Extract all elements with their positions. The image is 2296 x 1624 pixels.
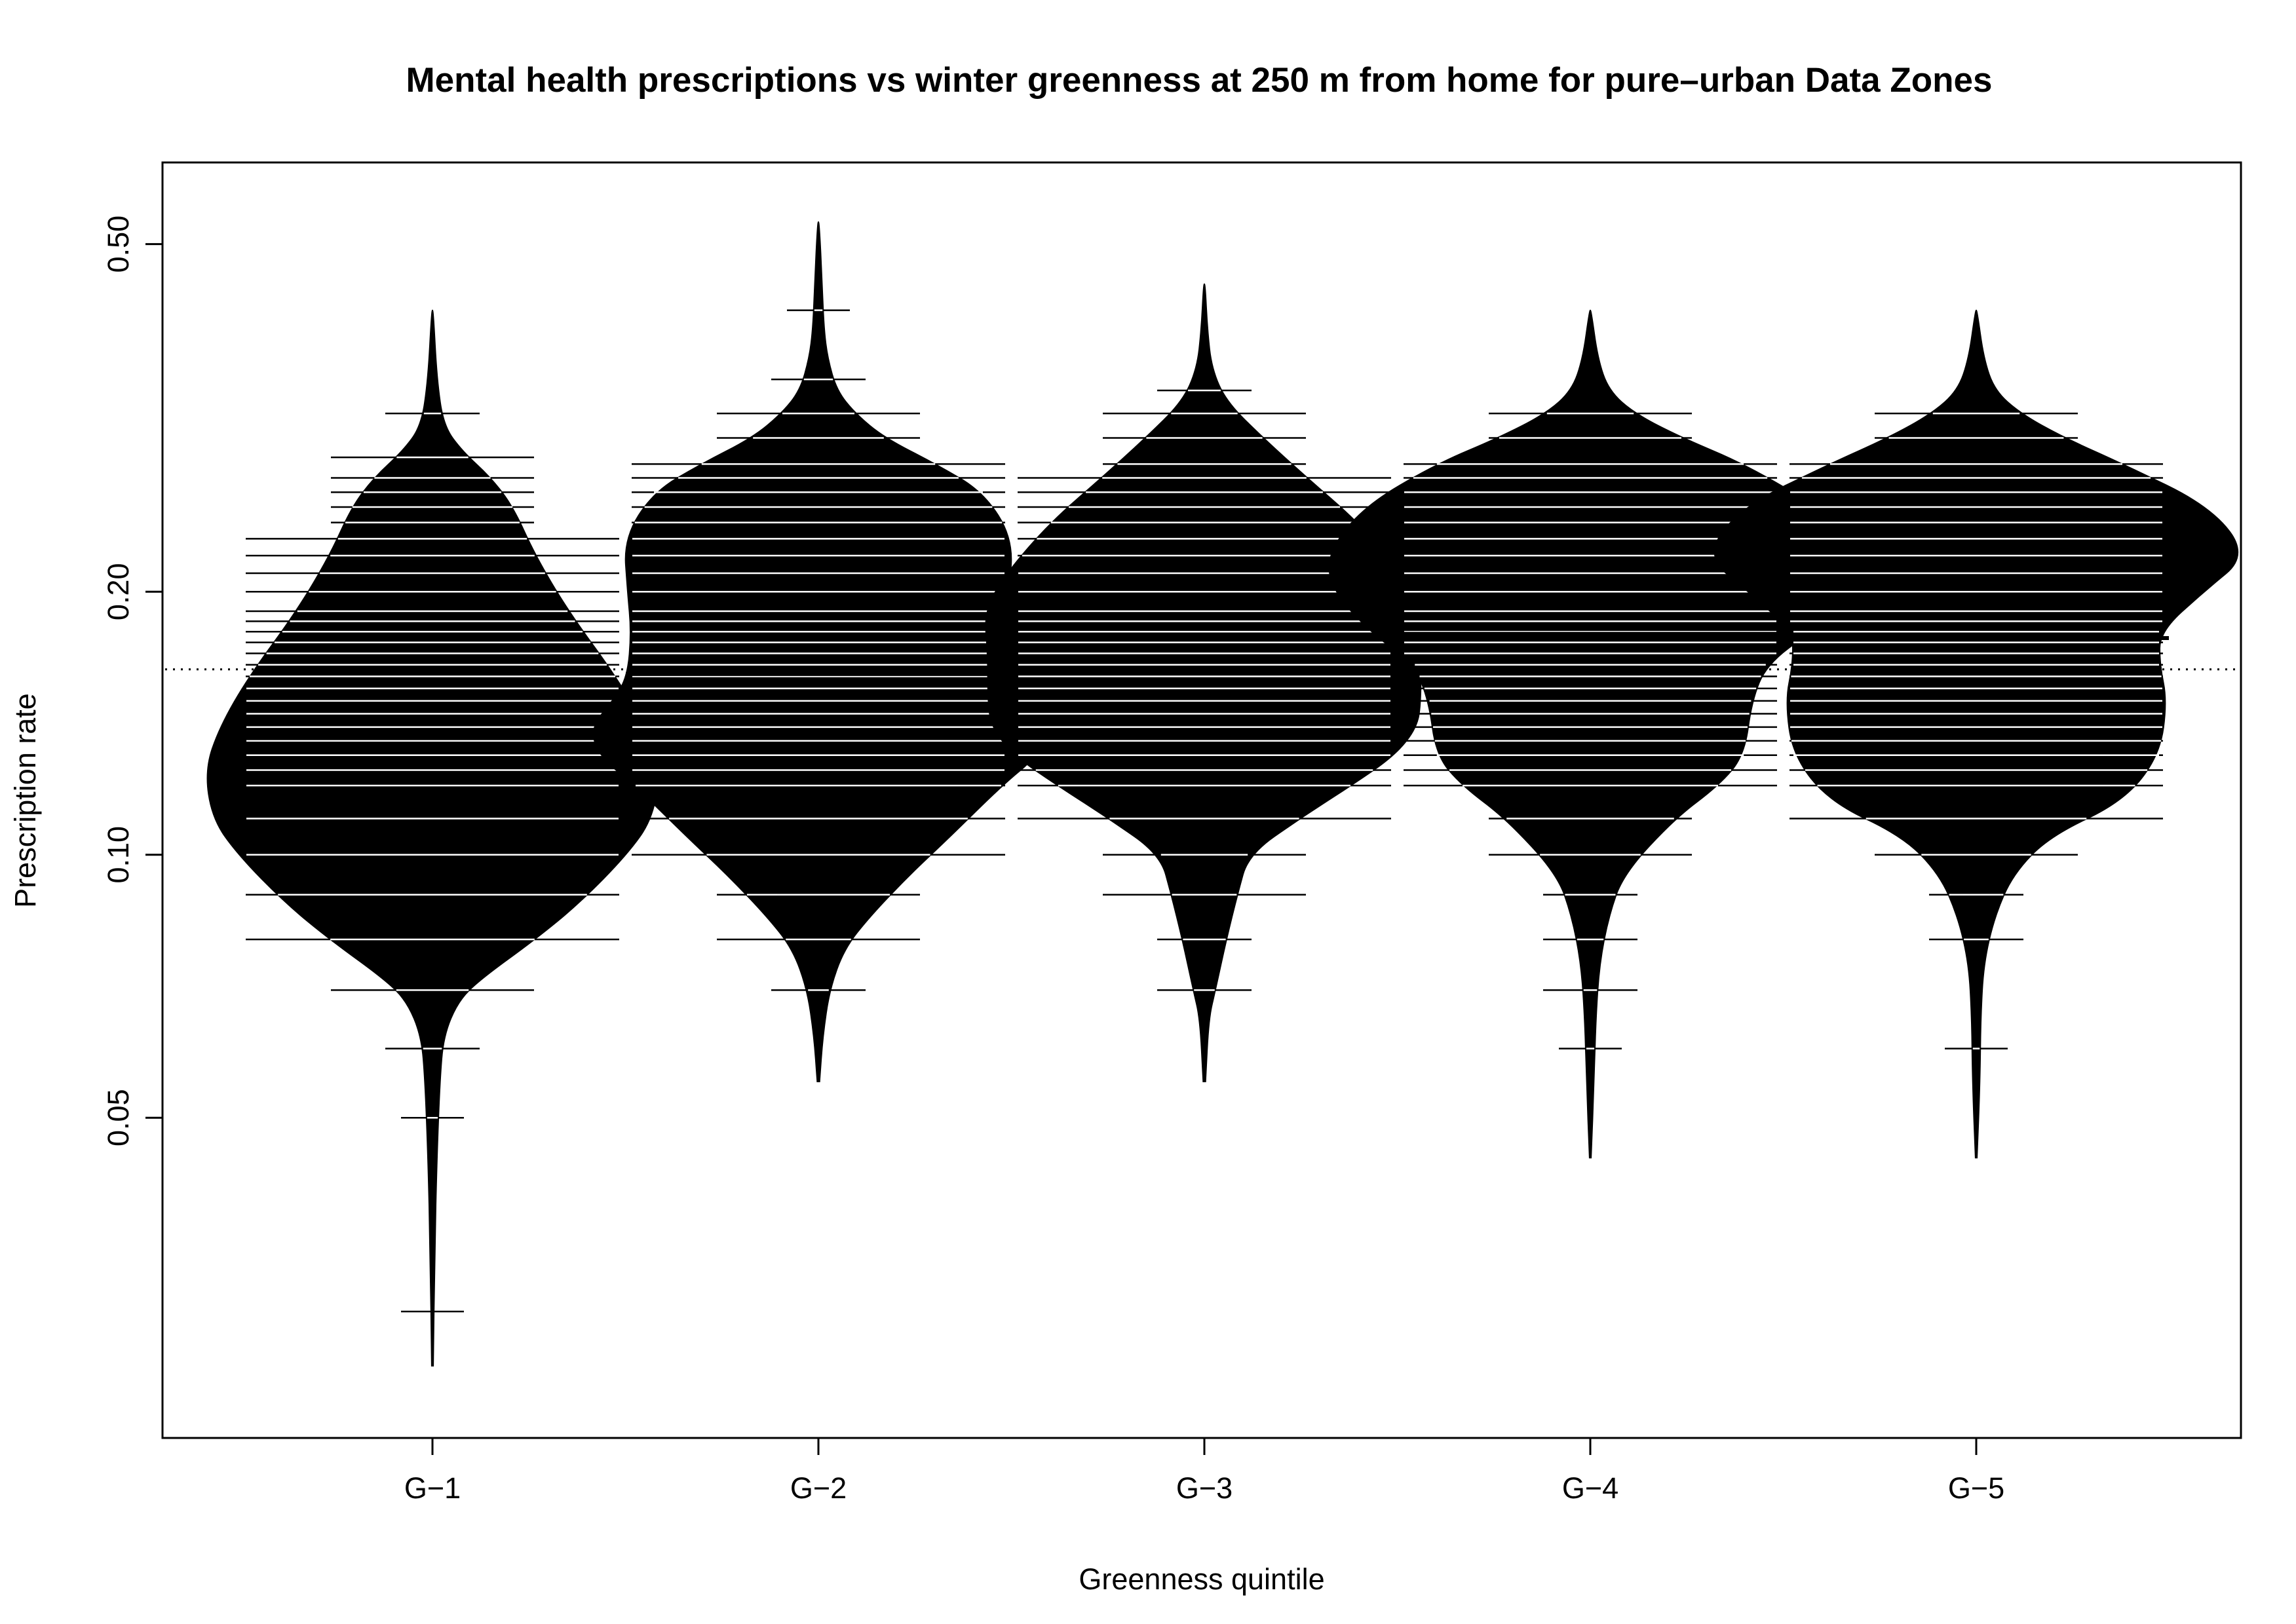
chart-title: Mental health prescriptions vs winter gr… <box>406 61 1993 100</box>
x-axis: G−1 G−2 G−3 G−4 G−5 <box>404 1438 2004 1505</box>
y-tick-label: 0.50 <box>102 216 135 273</box>
bean-5 <box>1714 309 2238 1159</box>
beans-layer <box>206 221 2238 1367</box>
y-axis-label: Prescription rate <box>9 693 42 908</box>
plot-frame <box>161 161 2242 1439</box>
bean-4 <box>1328 309 1852 1159</box>
bean-2-density <box>593 221 1044 1082</box>
y-axis: 0.05 0.10 0.20 0.50 <box>102 216 163 1146</box>
x-tick-label: G−5 <box>1948 1471 2004 1505</box>
bean-3-density <box>985 283 1424 1082</box>
x-tick-label: G−1 <box>404 1471 461 1505</box>
y-tick-label: 0.20 <box>102 563 135 620</box>
bean-3 <box>985 283 1424 1082</box>
bean-1-density <box>206 309 659 1367</box>
y-tick-label: 0.05 <box>102 1089 135 1146</box>
x-tick-label: G−4 <box>1562 1471 1618 1505</box>
y-tick-label: 0.10 <box>102 826 135 884</box>
bean-1 <box>206 309 659 1367</box>
bean-2 <box>593 221 1044 1082</box>
x-axis-label: Greenness quintile <box>1079 1562 1324 1596</box>
x-tick-label: G−2 <box>790 1471 847 1505</box>
x-tick-label: G−3 <box>1176 1471 1233 1505</box>
